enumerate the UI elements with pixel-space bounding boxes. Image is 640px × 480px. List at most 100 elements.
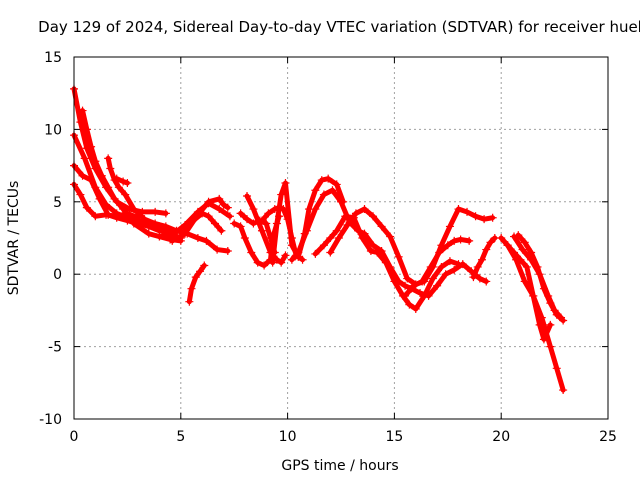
x-tick-label: 15 bbox=[385, 429, 403, 445]
data-point bbox=[441, 270, 450, 279]
y-tick-label: 0 bbox=[53, 267, 62, 283]
data-point bbox=[520, 277, 529, 286]
data-point bbox=[520, 238, 529, 247]
data-point bbox=[223, 203, 232, 212]
data-point bbox=[343, 220, 352, 229]
series-track-5 bbox=[78, 106, 185, 245]
data-point bbox=[144, 229, 153, 238]
y-tick-label: 10 bbox=[44, 122, 62, 138]
data-point bbox=[260, 261, 269, 270]
data-point bbox=[435, 248, 444, 257]
data-point bbox=[401, 291, 410, 300]
data-point bbox=[215, 205, 224, 214]
data-point bbox=[405, 300, 414, 309]
data-point bbox=[112, 212, 121, 221]
data-point bbox=[161, 222, 170, 231]
series-track-13 bbox=[243, 192, 290, 267]
data-point bbox=[91, 212, 100, 221]
data-point bbox=[210, 219, 219, 228]
data-point bbox=[373, 248, 382, 257]
data-point bbox=[465, 236, 474, 245]
data-point bbox=[324, 174, 333, 183]
data-point bbox=[217, 226, 226, 235]
data-point bbox=[281, 178, 290, 187]
data-point bbox=[187, 218, 196, 227]
data-point bbox=[236, 209, 245, 218]
data-point bbox=[319, 190, 328, 199]
data-point bbox=[428, 274, 437, 283]
data-point bbox=[411, 304, 420, 313]
data-point bbox=[463, 207, 472, 216]
data-point bbox=[552, 310, 561, 319]
data-point bbox=[202, 236, 211, 245]
series-line bbox=[289, 187, 489, 299]
data-point bbox=[418, 277, 427, 286]
data-point bbox=[268, 258, 277, 267]
data-point bbox=[114, 183, 123, 192]
data-point bbox=[377, 222, 386, 231]
data-point bbox=[129, 219, 138, 228]
y-tick-label: -10 bbox=[39, 412, 62, 428]
data-point bbox=[82, 203, 91, 212]
data-point bbox=[409, 281, 418, 290]
data-point bbox=[151, 219, 160, 228]
data-point bbox=[360, 205, 369, 214]
data-point bbox=[533, 262, 542, 271]
data-point bbox=[366, 247, 375, 256]
data-point bbox=[187, 284, 196, 293]
data-point bbox=[281, 251, 290, 260]
data-point bbox=[552, 364, 561, 373]
data-point bbox=[82, 125, 91, 134]
data-point bbox=[119, 205, 128, 214]
series-line bbox=[470, 235, 498, 280]
data-point bbox=[277, 190, 286, 199]
data-point bbox=[144, 222, 153, 231]
data-point bbox=[437, 262, 446, 271]
data-point bbox=[471, 212, 480, 221]
data-point bbox=[426, 262, 435, 271]
data-point bbox=[264, 209, 273, 218]
data-point bbox=[416, 289, 425, 298]
data-point bbox=[482, 245, 491, 254]
data-point bbox=[456, 235, 465, 244]
data-point bbox=[512, 255, 521, 264]
data-point bbox=[332, 180, 341, 189]
data-point bbox=[223, 247, 232, 256]
data-point bbox=[369, 212, 378, 221]
data-point bbox=[386, 232, 395, 241]
data-point bbox=[185, 297, 194, 306]
data-point bbox=[80, 154, 89, 163]
data-point bbox=[176, 232, 185, 241]
data-point bbox=[277, 258, 286, 267]
data-point bbox=[537, 313, 546, 322]
data-point bbox=[390, 277, 399, 286]
x-axis-label: GPS time / hours bbox=[281, 458, 398, 474]
series-line bbox=[505, 242, 566, 393]
data-point bbox=[454, 205, 463, 214]
series-track-20 bbox=[401, 235, 474, 300]
series-line bbox=[71, 86, 169, 216]
data-point bbox=[76, 190, 85, 199]
data-point bbox=[401, 281, 410, 290]
data-point bbox=[193, 234, 202, 242]
x-tick-label: 0 bbox=[70, 429, 79, 445]
data-point bbox=[529, 291, 538, 300]
data-point bbox=[358, 234, 367, 242]
data-point bbox=[196, 267, 205, 276]
data-point bbox=[240, 234, 249, 242]
data-point bbox=[230, 219, 239, 228]
data-point bbox=[87, 142, 96, 151]
data-point bbox=[104, 183, 113, 192]
data-point bbox=[328, 186, 337, 195]
data-point bbox=[215, 194, 224, 203]
plot-frame bbox=[73, 56, 609, 420]
data-point bbox=[546, 320, 555, 329]
data-point bbox=[332, 226, 341, 235]
series-track-19 bbox=[326, 205, 497, 289]
data-point bbox=[119, 177, 128, 186]
data-point bbox=[514, 231, 523, 240]
data-point bbox=[477, 255, 486, 264]
data-point bbox=[161, 209, 170, 218]
data-point bbox=[253, 258, 262, 267]
